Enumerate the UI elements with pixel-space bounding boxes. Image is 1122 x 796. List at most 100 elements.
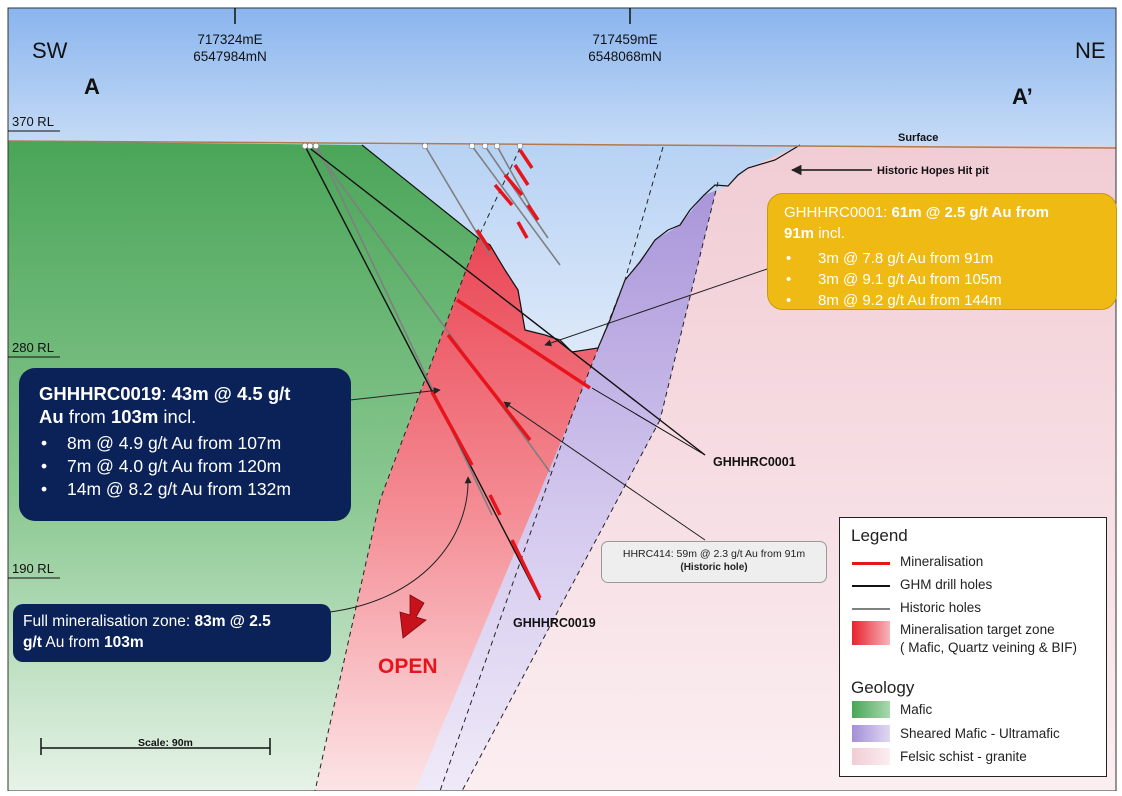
callout-0019-title: GHHHRC0019: 43m @ 4.5 g/t Au from 103m in… xyxy=(39,382,335,428)
mineralisation-target-zone xyxy=(315,238,625,791)
open-label: OPEN xyxy=(378,655,438,678)
mineralisation-hist-g xyxy=(526,204,540,221)
coordinate-2-northing: 6548068mN xyxy=(588,49,662,64)
open-arrow xyxy=(399,594,427,639)
orientation-ne: NE xyxy=(1075,38,1106,63)
ghm-hole-ghhhrc0019 xyxy=(304,145,541,601)
legend-swatch-historic xyxy=(852,608,890,610)
callout-full-prefix: Full mineralisation zone: xyxy=(23,613,195,630)
legend-item-sheared: Sheared Mafic - Ultramafic xyxy=(900,726,1060,741)
callout-0019-depth: 103m xyxy=(110,406,159,427)
historic-hole-3 xyxy=(484,145,549,239)
callout-ghhhrc0001: GHHHRC0001: 61m @ 2.5 g/t Au from 91m inc… xyxy=(767,193,1117,311)
coordinate-2-easting: 717459mE xyxy=(592,32,657,47)
callout-0001-depth: 91m xyxy=(784,225,815,242)
contact-line-5 xyxy=(659,181,719,421)
surface-line xyxy=(7,140,1117,149)
mineralisation-0001 xyxy=(456,298,591,390)
hole-label-ghhhrc0019: GHHHRC0019 xyxy=(513,616,596,630)
contact-line-1 xyxy=(379,237,479,501)
callout-0001-sep: : xyxy=(883,204,892,221)
callout-0001-item: 3m @ 9.1 g/t Au from 105m xyxy=(784,269,1102,290)
contact-line-3b xyxy=(439,419,571,792)
section-end-label: A’ xyxy=(1012,84,1033,109)
callout-0001-item: 8m @ 9.2 g/t Au from 144m xyxy=(784,290,1102,311)
legend-box: Legend Mineralisation GHM drill holes Hi… xyxy=(839,517,1107,777)
rl-label-280: 280 RL xyxy=(12,340,54,355)
rl-label-370: 370 RL xyxy=(12,114,54,129)
historic-pit xyxy=(362,145,800,352)
callout-full-mineralisation: Full mineralisation zone: 83m @ 2.5 g/t A… xyxy=(13,604,331,662)
callout-0001-incl: incl. xyxy=(814,225,845,242)
mineralisation-hist-h xyxy=(516,221,529,239)
leader-historic-callout xyxy=(503,401,706,541)
callout-historic-sub: (Historic hole) xyxy=(680,562,748,573)
hole-label-ghhhrc0001: GHHHRC0001 xyxy=(713,455,796,469)
legend-item-target-zone-note: ( Mafic, Quartz veining & BIF) xyxy=(900,640,1078,655)
pit-label: Historic Hopes Hit pit xyxy=(877,165,989,177)
mineralisation-0019-c xyxy=(510,539,542,599)
legend-swatch-sheared xyxy=(852,725,890,742)
contact-line-3 xyxy=(569,279,626,421)
callout-0001-interval: 61m @ 2.5 g/t Au from xyxy=(891,204,1049,221)
callout-0019-item: 8m @ 4.9 g/t Au from 107m xyxy=(39,432,335,455)
leader-full-zone xyxy=(329,476,472,613)
historic-hole-2 xyxy=(471,145,561,266)
callout-0001-hole: GHHHRC0001 xyxy=(784,204,884,221)
callout-0019-list: 8m @ 4.9 g/t Au from 107m 7m @ 4.0 g/t A… xyxy=(39,432,335,501)
legend-swatch-target-zone xyxy=(852,621,890,645)
callout-0001-item: 3m @ 7.8 g/t Au from 91m xyxy=(784,248,1102,269)
geology-title: Geology xyxy=(851,678,915,697)
legend-swatch-mineralisation xyxy=(852,562,890,565)
callout-full-rest: Au from xyxy=(41,634,104,651)
coordinate-1-northing: 6547984mN xyxy=(193,49,267,64)
callout-historic-text: HHRC414: 59m @ 2.3 g/t Au from 91m xyxy=(622,548,806,560)
legend-swatch-ghm xyxy=(852,585,890,587)
mineralisation-hist-e xyxy=(513,164,530,186)
historic-hole-4 xyxy=(496,145,536,216)
leader-0001-hole xyxy=(591,387,706,456)
legend-item-mineralisation: Mineralisation xyxy=(900,554,984,569)
callout-0019-au: Au xyxy=(39,406,64,427)
mineralisation-0019-a xyxy=(430,391,474,466)
mineralisation-hist-c xyxy=(493,183,514,207)
drill-collars xyxy=(301,142,524,150)
sheared-mafic-band xyxy=(413,147,718,791)
callout-0019-interval: 43m @ 4.5 g/t xyxy=(171,383,291,404)
callout-0019-hole: GHHHRC0019 xyxy=(39,383,162,404)
legend-item-ghm: GHM drill holes xyxy=(900,577,993,592)
callout-full-unit: g/t xyxy=(23,634,42,651)
coordinate-1-easting: 717324mE xyxy=(197,32,262,47)
surface-label: Surface xyxy=(898,132,938,144)
callout-0001-title: GHHHRC0001: 61m @ 2.5 g/t Au from 91m inc… xyxy=(784,202,1102,244)
scale-label: Scale: 90m xyxy=(138,737,193,749)
callout-full-depth: 103m xyxy=(103,634,144,651)
mineralisation-hist-f xyxy=(518,149,534,169)
ghm-hole-ghhhrc0001 xyxy=(306,145,706,456)
pit-outline xyxy=(361,144,801,353)
callout-ghhhrc0019: GHHHRC0019: 43m @ 4.5 g/t Au from 103m in… xyxy=(19,368,351,521)
callout-historic-hhrc414: HHRC414: 59m @ 2.3 g/t Au from 91m (Hist… xyxy=(601,541,827,583)
legend-item-target-zone: Mineralisation target zone xyxy=(900,622,1055,637)
callout-0019-item: 7m @ 4.0 g/t Au from 120m xyxy=(39,455,335,478)
callout-full-interval: 83m @ 2.5 xyxy=(194,613,271,630)
mineralisation-hist-a xyxy=(446,333,532,442)
contact-line-1b xyxy=(314,499,381,792)
callout-0019-from: from xyxy=(63,406,111,427)
callout-0019-sep: : xyxy=(161,383,172,404)
contact-line-5b xyxy=(461,419,661,792)
callout-0019-incl: incl. xyxy=(158,406,197,427)
contact-line-2 xyxy=(477,147,521,239)
scale-bar xyxy=(40,738,271,755)
mineralisation-0019-b xyxy=(488,494,502,516)
callout-0019-item: 14m @ 8.2 g/t Au from 132m xyxy=(39,478,335,501)
section-start-label: A xyxy=(84,74,100,99)
legend-item-mafic: Mafic xyxy=(900,702,933,717)
rl-label-190: 190 RL xyxy=(12,561,54,576)
mineralisation-hist-d xyxy=(503,173,524,197)
historic-hole-1 xyxy=(424,145,491,256)
leader-0001-callout xyxy=(544,267,771,347)
historic-hole-6 xyxy=(316,145,493,516)
sky-area xyxy=(8,8,1116,148)
